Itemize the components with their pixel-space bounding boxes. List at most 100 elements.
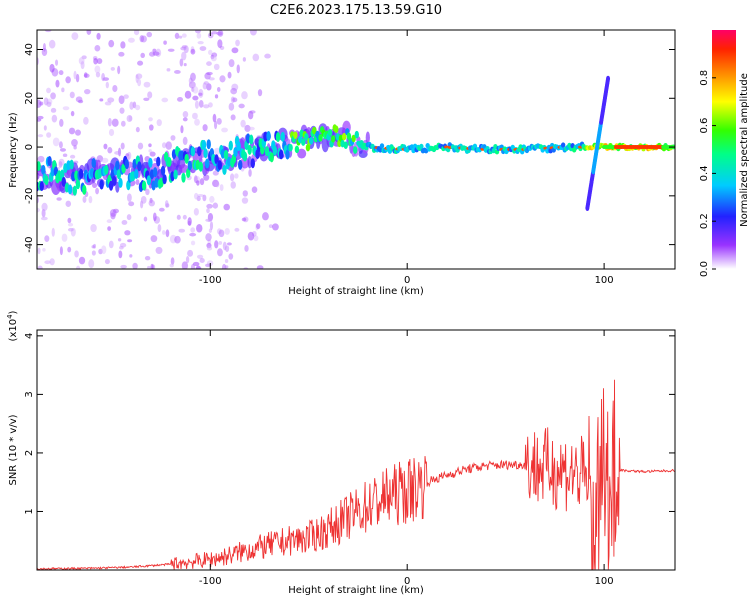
spectrum-speckle: [112, 84, 118, 93]
spectrum-speckle: [252, 53, 260, 62]
spectrum-speckle: [219, 75, 226, 83]
spectrum-speckle: [148, 124, 154, 131]
spectrum-speckle: [104, 259, 110, 265]
spectrum-speckle: [242, 190, 248, 197]
snr-panel: -100 0 100 1 2 3 4 Height of straight line (km…: [6, 310, 676, 596]
spectrum-blob: [233, 146, 238, 157]
spectrum-blob: [152, 167, 158, 178]
x-tick-label: 0: [404, 576, 410, 587]
spectrum-speckle: [212, 202, 219, 209]
spectrum-speckle: [202, 82, 208, 90]
spectrum-blob: [116, 169, 122, 180]
snr-ticks: -100 0 100 1 2 3 4: [24, 330, 675, 587]
spectrum-blob: [308, 136, 314, 145]
spectrum-speckle: [58, 70, 64, 76]
spectrum-blob: [78, 168, 84, 179]
spectrum-speckle: [221, 127, 228, 133]
spectrum-blob: [269, 152, 274, 163]
spectrum-blob: [560, 142, 566, 148]
spectrum-speckle: [187, 249, 194, 257]
spectrum-speckle: [178, 35, 183, 39]
y-tick-label: 20: [24, 92, 35, 105]
spectrum-speckle: [146, 31, 153, 38]
spectrum-blob: [293, 131, 298, 140]
spectrum-speckle: [110, 212, 116, 220]
spectrum-speckle: [44, 260, 51, 265]
spectrum-speckle: [170, 257, 175, 265]
spectrum-blob: [41, 164, 46, 175]
spectrum-blob: [472, 143, 478, 149]
spectrum-speckle: [181, 33, 187, 38]
y-tick-label: -40: [24, 236, 35, 252]
spectrum-speckle: [127, 239, 133, 243]
spectrum-speckle: [192, 95, 199, 101]
spectrum-speckle: [75, 73, 80, 83]
spectrum-speckle: [143, 81, 151, 88]
spectrum-speckle: [199, 178, 205, 186]
spectrum-speckle: [68, 127, 76, 135]
spectrum-speckle: [235, 39, 240, 47]
spectrum-speckle: [206, 71, 213, 76]
spectrum-blob: [173, 169, 178, 180]
spectrum-speckle: [126, 193, 132, 202]
spectrum-speckle: [206, 83, 212, 91]
spectrum-speckle: [271, 223, 279, 231]
spectrum-speckle: [135, 179, 140, 186]
spectrum-speckle: [241, 197, 249, 204]
spectrum-speckle: [46, 101, 52, 107]
spectrum-speckle: [167, 48, 175, 52]
spectrum-speckle: [199, 257, 205, 264]
spectrum-speckle: [156, 119, 162, 127]
colorbar-ticks: 0.0 0.2 0.4 0.6 0.8: [699, 70, 716, 277]
x-tick-label: -100: [199, 275, 222, 286]
spectrum-blob: [341, 132, 347, 141]
spectrum-speckle: [99, 98, 104, 102]
spectrum-speckle: [222, 241, 227, 251]
spectrum-blob: [184, 153, 189, 164]
spectrum-speckle: [50, 107, 57, 113]
spectrum-speckle: [95, 187, 99, 195]
spectrum-speckle: [101, 157, 109, 164]
spectrum-speckle: [121, 220, 128, 225]
snr-xlabel: Height of straight line (km): [288, 585, 424, 596]
spectrum-speckle: [256, 265, 264, 269]
spectrum-halo: [178, 164, 189, 174]
spectrum-speckle: [128, 201, 135, 207]
spectrum-speckle: [183, 63, 187, 67]
spectrum-blob: [201, 139, 207, 150]
snr-scale-label: (x104): [6, 310, 19, 341]
spectrum-blob: [111, 175, 117, 186]
spectrum-speckle: [152, 212, 157, 222]
spectrum-speckle: [37, 265, 43, 269]
spectrum-blob: [330, 135, 336, 143]
spectrum-speckle: [147, 265, 151, 269]
spectrum-speckle: [74, 250, 79, 258]
y-tick-label: 4: [24, 333, 35, 339]
spectrum-speckle: [94, 65, 101, 74]
spectrum-speckle: [107, 118, 112, 127]
spectrum-blob: [236, 141, 241, 152]
spectrum-halo: [240, 156, 250, 169]
spectrum-speckle: [229, 173, 235, 182]
spectrum-speckle: [140, 196, 147, 204]
spectrum-speckle: [55, 79, 60, 88]
spectrum-speckle: [67, 246, 72, 253]
spectrum-speckle: [44, 235, 50, 243]
spectrum-speckle: [126, 214, 132, 221]
spectrum-speckle: [93, 57, 98, 65]
spectrum-speckle: [241, 91, 248, 100]
spectrum-halo: [247, 156, 252, 169]
spectrum-speckle: [147, 91, 153, 99]
spectrum-speckle: [268, 224, 273, 228]
spectrum-speckle: [242, 57, 246, 62]
spectrum-halo: [115, 181, 120, 193]
spectrum-speckle: [178, 228, 186, 233]
y-tick-label: -20: [24, 188, 35, 204]
spectrum-speckle: [174, 235, 181, 244]
spectrum-speckle: [41, 48, 48, 56]
spectrum-speckle: [82, 195, 87, 203]
spectrum-speckle: [71, 138, 78, 147]
spectrum-speckle: [207, 218, 212, 223]
spectrum-speckle: [256, 223, 261, 230]
